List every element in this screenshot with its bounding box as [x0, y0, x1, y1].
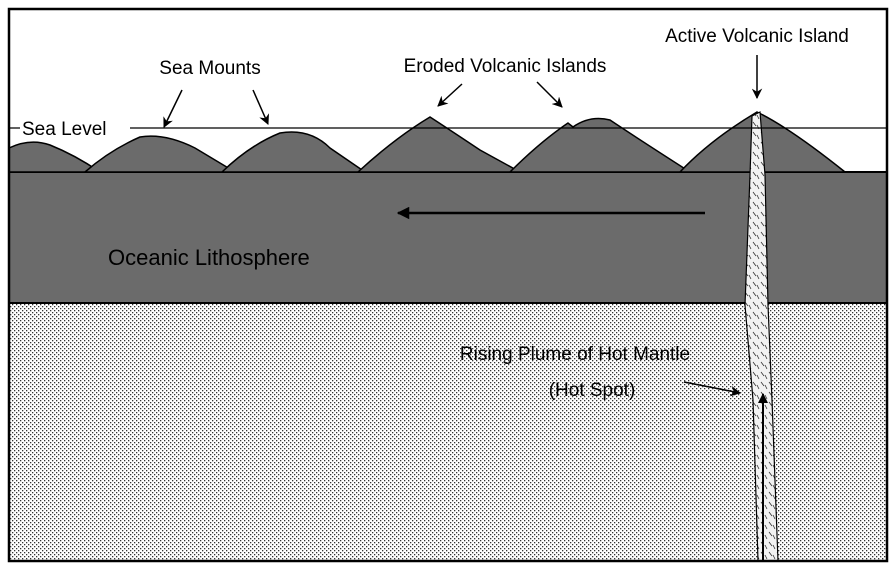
arrow — [683, 381, 742, 397]
arrow — [252, 89, 269, 125]
arrow — [437, 83, 463, 107]
sea-level-label: Sea Level — [22, 119, 107, 140]
arrow — [536, 81, 563, 108]
volcanoes — [8, 111, 848, 173]
lithosphere — [8, 171, 888, 304]
sea-level-label-bg — [20, 116, 130, 138]
sea-mounts-label: Sea Mounts — [159, 58, 260, 79]
frame — [7, 7, 889, 563]
eroded-islands-label: Eroded Volcanic Islands — [404, 56, 607, 77]
active-island-label: Active Volcanic Island — [665, 26, 849, 47]
lithosphere-label: Oceanic Lithosphere — [108, 245, 310, 270]
hot-spot-label: (Hot Spot) — [549, 380, 636, 401]
mantle — [9, 303, 887, 561]
arrow — [163, 89, 183, 128]
plume-label: Rising Plume of Hot Mantle — [460, 344, 690, 365]
